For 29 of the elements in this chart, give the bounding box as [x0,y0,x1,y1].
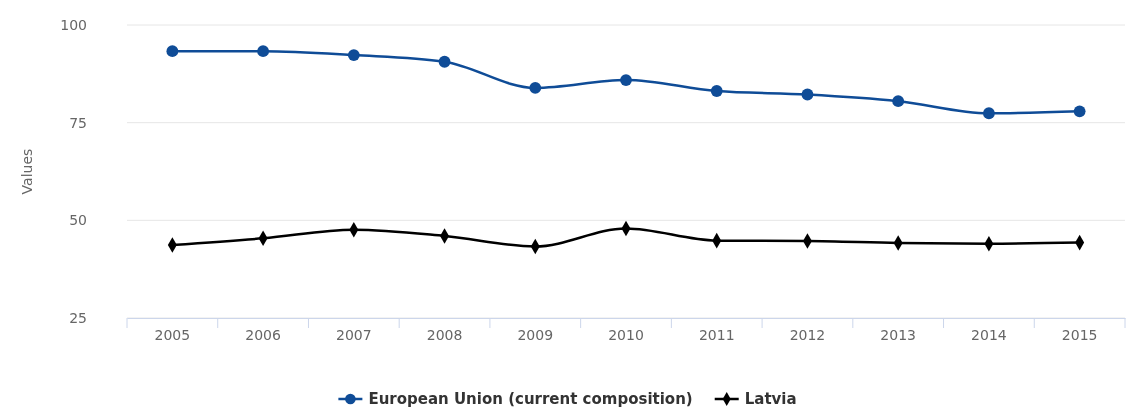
y-tick-label: 75 [69,114,87,131]
x-tick-label: 2012 [789,326,826,343]
point [529,81,542,94]
y-tick-label: 50 [69,212,87,229]
point [1073,105,1086,118]
point [620,74,632,86]
point [710,85,723,97]
x-tick-label: 2007 [336,326,372,343]
x-tick-label: 2014 [971,326,1007,343]
x-tick-label: 2013 [880,326,916,343]
x-tick-label: 2015 [1061,326,1098,343]
y-tick-label: 25 [69,309,87,326]
legend-label: European Union (current composition) [368,390,693,408]
x-tick-label: 2005 [154,326,191,343]
x-tick-label: 2009 [517,326,554,343]
x-tick-label: 2010 [608,326,644,343]
point [438,55,451,68]
point [257,45,270,58]
legend-label: Latvia [744,390,797,408]
point [801,88,814,101]
point [892,95,905,108]
x-tick-label: 2011 [698,326,735,343]
point [347,49,360,61]
x-tick-label: 2006 [245,326,281,343]
x-tick-label: 2008 [426,326,463,343]
point [982,107,995,120]
point [166,45,179,58]
y-axis-title: Values [19,148,35,195]
y-tick-label: 100 [60,16,87,33]
